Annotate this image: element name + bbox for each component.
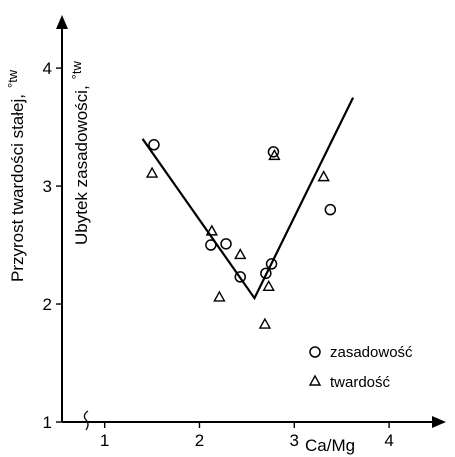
x-ticks: 1 2 3 4 <box>100 422 394 450</box>
legend-triangle-marker <box>308 374 322 386</box>
y-axis-label-outer-group: Przyrost twardości stałej, °tw <box>5 69 27 282</box>
y-axis-unit-inner: °tw <box>69 61 84 80</box>
y-ticks: 1 2 3 4 <box>43 59 62 432</box>
circle-marker <box>234 271 247 283</box>
circle-marker <box>324 203 337 216</box>
y-axis-label-outer: Przyrost twardości stałej, <box>8 94 27 282</box>
y-tick-label: 3 <box>43 177 52 196</box>
triangle-marker <box>205 224 218 236</box>
x-tick-label: 3 <box>290 431 299 450</box>
y-axis-unit-outer: °tw <box>5 69 20 88</box>
markers <box>145 139 337 329</box>
legend-label-zasadowosc: zasadowość <box>330 344 413 361</box>
circle-marker <box>267 146 280 158</box>
axis-break-mark <box>83 410 89 431</box>
fit-line <box>141 97 355 301</box>
circle-marker <box>265 258 278 270</box>
svg-text:Przyrost twardości stałej,°tw: Przyrost twardości stałej, °tw <box>5 69 27 282</box>
x-axis-label: Ca/Mg <box>305 436 355 455</box>
y-axis-label-inner-group: Ubytek zasadowości, °tw <box>69 61 91 245</box>
y-axis-label-inner: Ubytek zasadowości, <box>72 85 91 245</box>
circle-marker <box>205 239 217 251</box>
svg-text:Ubytek zasadowości,°tw: Ubytek zasadowości, °tw <box>69 61 91 245</box>
triangle-marker <box>262 279 275 292</box>
triangle-marker <box>213 290 226 302</box>
triangle-marker <box>258 317 272 329</box>
x-axis-arrow <box>432 416 446 428</box>
triangle-marker <box>234 248 247 260</box>
circle-marker <box>148 139 160 151</box>
triangle-marker <box>317 170 330 182</box>
circle-marker <box>260 267 272 280</box>
circle-marker <box>220 238 232 250</box>
y-tick-label: 1 <box>43 413 52 432</box>
y-tick-label: 2 <box>43 295 52 314</box>
y-tick-label: 4 <box>43 59 52 78</box>
fit-polyline <box>141 97 355 301</box>
legend-label-twardosc: twardość <box>330 374 391 391</box>
triangle-marker <box>268 148 281 161</box>
x-tick-label: 2 <box>195 431 204 450</box>
y-axis-arrow <box>56 15 68 29</box>
axes <box>56 15 446 431</box>
triangle-marker <box>145 166 159 178</box>
x-tick-label: 1 <box>100 431 109 450</box>
legend: zasadowość twardość <box>308 344 413 391</box>
legend-circle-marker <box>309 346 321 358</box>
x-tick-label: 4 <box>384 431 393 450</box>
